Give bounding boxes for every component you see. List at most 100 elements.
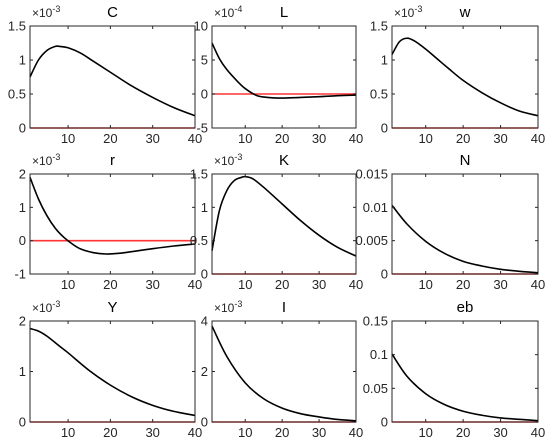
series-line-i [211,325,357,422]
axes-frame [391,320,539,423]
series-line-w [391,37,539,117]
axis-exponent-label: ×10-3 [394,4,422,20]
x-tick-label: 20 [456,277,470,292]
y-tick-label: 0.005 [355,233,388,248]
x-tick-label: 40 [531,277,545,292]
y-tick-label: -1 [14,267,26,282]
y-tick-label: 0.15 [363,314,388,329]
series-line-y [29,327,196,417]
x-tick-label: 30 [145,277,159,292]
y-tick-label: 0 [201,267,208,282]
x-tick-label: 10 [418,131,432,146]
axis-exponent-label: ×10-3 [214,299,242,315]
subplot-title: N [460,152,471,169]
y-tick-label: 0.5 [190,233,208,248]
series-line-l [211,42,357,99]
axes-frame [211,320,357,423]
series-line-r [29,177,196,255]
y-tick-label: 1 [19,53,26,68]
x-tick-label: 10 [61,131,75,146]
series-line-k [211,175,357,257]
x-tick-label: 40 [531,131,545,146]
subplot-title: C [107,4,118,21]
axes-frame [29,173,196,275]
x-tick-label: 10 [238,131,252,146]
x-tick-label: 10 [61,425,75,440]
axes-frame [29,25,196,129]
x-tick-label: 20 [275,425,289,440]
x-tick-label: 30 [312,277,326,292]
y-tick-label: 0 [381,267,388,282]
y-tick-label: 1.5 [190,167,208,182]
x-tick-label: 30 [493,131,507,146]
x-tick-label: 40 [188,131,202,146]
x-tick-label: 20 [275,277,289,292]
y-tick-label: 1 [201,200,208,215]
subplot-title: w [459,4,471,21]
y-tick-label: 1.5 [8,19,26,34]
y-tick-label: 10 [194,19,208,34]
subplot-title: I [282,299,286,316]
x-tick-label: 20 [103,131,117,146]
subplot-title: eb [457,299,474,316]
y-tick-label: 0.1 [370,347,388,362]
x-tick-label: 20 [103,277,117,292]
subplot-c: 10 20 30 40 0 0.5 1 1.5 C ×10-3 [8,4,202,146]
series-line-c [29,45,196,117]
axes-frame [211,173,357,275]
y-tick-label: 4 [201,314,208,329]
axes-frame [29,320,196,423]
x-tick-label: 40 [531,425,545,440]
axes-frame [391,173,539,275]
y-tick-label: 0.015 [355,167,388,182]
subplot-title: Y [107,299,117,316]
y-tick-label: 0.05 [363,381,388,396]
subplot-title: L [280,4,288,21]
x-tick-label: 20 [103,425,117,440]
y-tick-label: 0 [19,121,26,136]
y-tick-label: 1 [19,200,26,215]
y-tick-label: 0 [201,87,208,102]
subplot-r: 10 20 30 40 -1 0 1 2 r ×10-3 [14,152,202,292]
y-tick-label: 2 [19,314,26,329]
x-tick-label: 30 [312,425,326,440]
x-tick-label: 10 [238,425,252,440]
subplot-i: 10 20 30 40 0 2 4 I ×10-3 [201,299,363,440]
subplot-n: 10 20 30 40 0 0.005 0.01 0.015 N [355,152,545,292]
series-line-eb [391,353,539,422]
x-tick-label: 10 [61,277,75,292]
y-tick-label: 2 [19,167,26,182]
x-tick-label: 10 [238,277,252,292]
x-tick-label: 30 [145,425,159,440]
subplot-eb: 10 20 30 40 0 0.05 0.1 0.15 eb [363,299,546,440]
x-tick-label: 30 [145,131,159,146]
x-tick-label: 40 [188,425,202,440]
y-tick-label: 2 [201,364,208,379]
x-tick-label: 30 [312,131,326,146]
y-tick-label: 0.01 [363,200,388,215]
y-tick-label: -5 [196,121,208,136]
y-tick-label: 0 [381,121,388,136]
subplot-title: r [110,152,115,169]
axis-exponent-label: ×10-3 [32,4,60,20]
y-tick-label: 0 [19,415,26,430]
subplot-y: 10 20 30 40 0 1 2 Y ×10-3 [19,299,202,440]
y-tick-label: 1.5 [370,19,388,34]
subplot-w: 10 20 30 40 0 0.5 1 1.5 w ×10-3 [370,4,545,146]
x-tick-label: 40 [349,277,363,292]
axes-frame [391,25,539,129]
x-tick-label: 10 [418,425,432,440]
subplot-l: 10 20 30 40 -5 0 5 10 L ×10-4 [194,4,364,146]
subplot-title: K [279,152,289,169]
x-tick-label: 20 [456,425,470,440]
x-tick-label: 40 [349,425,363,440]
y-tick-label: 1 [19,364,26,379]
x-tick-label: 20 [275,131,289,146]
axis-exponent-label: ×10-4 [214,4,242,20]
x-tick-label: 40 [349,131,363,146]
x-tick-label: 10 [418,277,432,292]
x-tick-label: 20 [456,131,470,146]
x-tick-label: 30 [493,277,507,292]
